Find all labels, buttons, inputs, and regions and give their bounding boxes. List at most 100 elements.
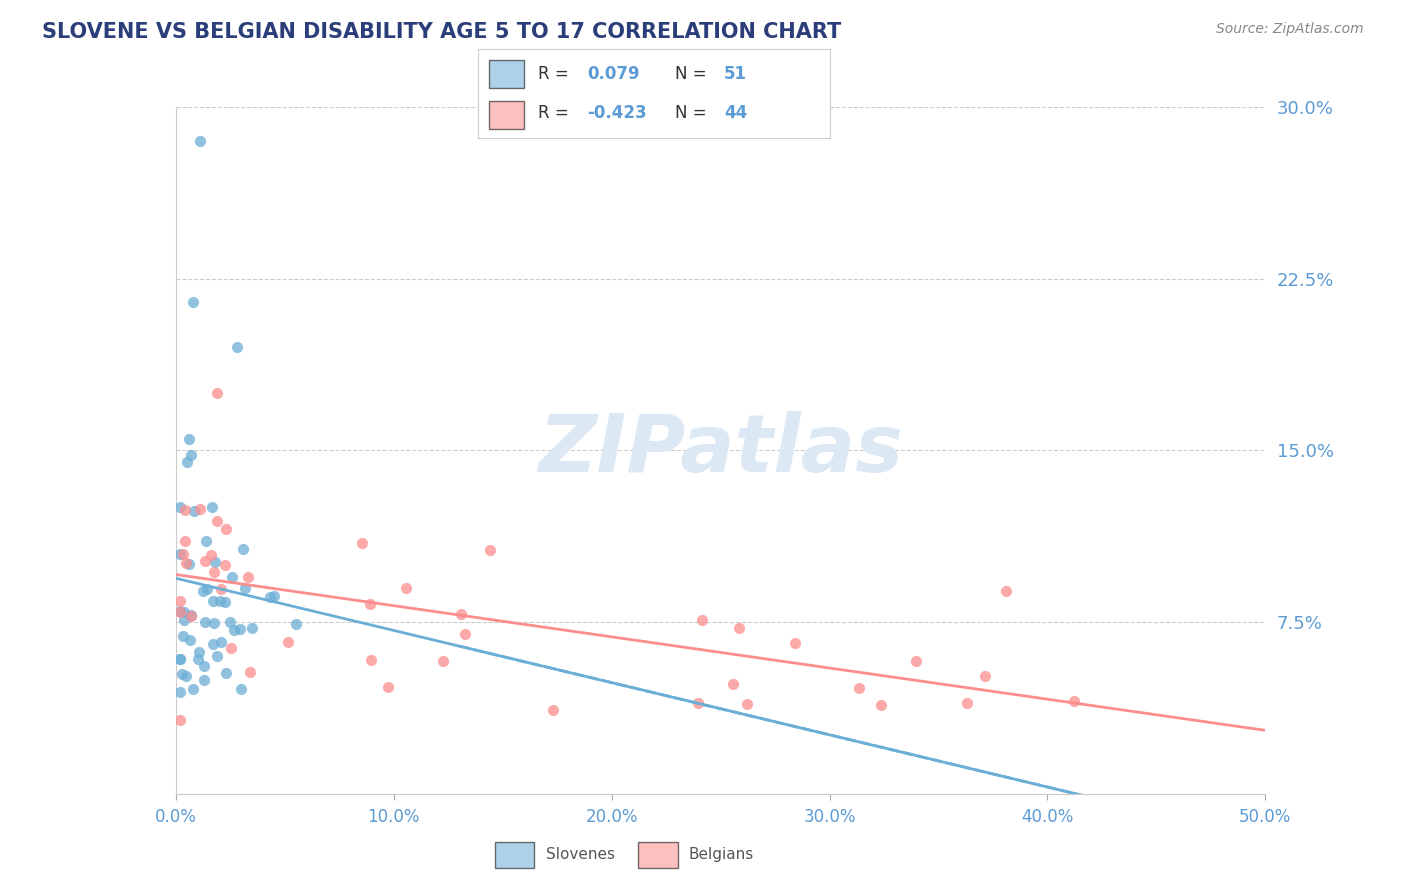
Point [191, 584, 214, 599]
Point [686, 696, 709, 710]
Point [229, 623, 252, 637]
Point [450, 607, 472, 622]
Text: R =: R = [538, 104, 574, 122]
Point [173, 605, 195, 619]
Point [208, 594, 231, 608]
Point [956, 697, 979, 711]
Point [219, 615, 242, 630]
Point [177, 432, 200, 446]
Point [209, 635, 232, 649]
FancyBboxPatch shape [489, 60, 524, 88]
Point [174, 669, 197, 683]
Point [169, 713, 191, 727]
Point [239, 665, 262, 679]
Point [285, 617, 308, 632]
Point [205, 514, 228, 528]
Point [176, 455, 198, 469]
Point [263, 589, 285, 603]
Point [179, 633, 201, 648]
Point [204, 556, 226, 570]
Point [174, 556, 197, 570]
Point [169, 685, 191, 699]
Point [870, 698, 893, 713]
Point [233, 581, 256, 595]
Point [359, 597, 381, 611]
Point [259, 591, 281, 605]
Point [478, 543, 501, 558]
Point [215, 522, 238, 536]
Point [195, 533, 218, 548]
Point [240, 621, 263, 635]
Point [360, 653, 382, 667]
Point [232, 541, 254, 556]
Point [395, 581, 418, 595]
Point [215, 666, 238, 681]
Point [277, 634, 299, 648]
Point [169, 605, 191, 619]
Point [432, 655, 454, 669]
Point [209, 582, 232, 597]
Point [169, 651, 191, 665]
Text: ZIPatlas: ZIPatlas [538, 411, 903, 490]
Point [221, 570, 243, 584]
Point [181, 294, 204, 309]
Point [201, 500, 224, 515]
Point [214, 558, 236, 572]
Point [214, 595, 236, 609]
FancyBboxPatch shape [638, 842, 678, 868]
Text: Slovenes: Slovenes [546, 847, 614, 862]
Point [183, 504, 205, 518]
Point [193, 673, 215, 687]
Text: Source: ZipAtlas.com: Source: ZipAtlas.com [1216, 22, 1364, 37]
Point [169, 500, 191, 515]
Text: 0.079: 0.079 [588, 65, 640, 83]
Text: -0.423: -0.423 [588, 104, 647, 122]
Point [174, 503, 197, 517]
Point [205, 386, 228, 401]
FancyBboxPatch shape [489, 101, 524, 129]
Point [180, 448, 202, 462]
Point [202, 615, 225, 630]
Point [180, 608, 202, 623]
Point [727, 621, 749, 635]
Point [194, 615, 217, 629]
Point [188, 501, 211, 516]
Point [1063, 694, 1085, 708]
Point [170, 666, 193, 681]
Text: Belgians: Belgians [689, 847, 754, 862]
Point [180, 608, 202, 623]
Text: R =: R = [538, 65, 574, 83]
Point [973, 668, 995, 682]
Point [169, 652, 191, 666]
Point [172, 547, 194, 561]
Point [181, 681, 204, 696]
Point [541, 702, 564, 716]
Point [721, 676, 744, 690]
Text: SLOVENE VS BELGIAN DISABILITY AGE 5 TO 17 CORRELATION CHART: SLOVENE VS BELGIAN DISABILITY AGE 5 TO 1… [42, 22, 841, 42]
Point [904, 654, 927, 668]
Point [785, 636, 807, 650]
Point [200, 549, 222, 563]
Point [222, 623, 245, 637]
Text: N =: N = [675, 65, 711, 83]
Point [179, 557, 201, 571]
Point [169, 594, 191, 608]
Point [172, 629, 194, 643]
Point [219, 641, 242, 656]
Point [377, 680, 399, 694]
Text: 51: 51 [724, 65, 747, 83]
Point [205, 649, 228, 664]
Text: N =: N = [675, 104, 711, 122]
Point [690, 613, 713, 627]
Point [225, 340, 247, 354]
Point [187, 652, 209, 666]
Point [194, 554, 217, 568]
Point [188, 135, 211, 149]
Point [173, 534, 195, 549]
Point [173, 613, 195, 627]
Point [169, 604, 191, 618]
Text: 44: 44 [724, 104, 748, 122]
Point [195, 582, 218, 596]
FancyBboxPatch shape [495, 842, 534, 868]
Point [454, 627, 477, 641]
